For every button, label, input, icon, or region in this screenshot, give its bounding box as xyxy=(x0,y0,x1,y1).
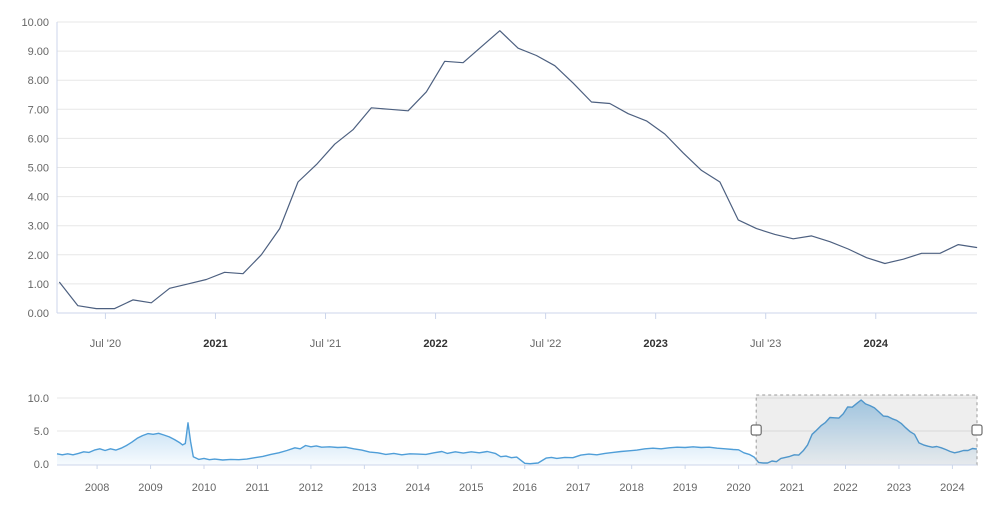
main-y-tick-label: 8.00 xyxy=(28,75,49,87)
navigator-x-tick-label: 2019 xyxy=(673,482,697,494)
navigator-x-tick-label: 2009 xyxy=(138,482,162,494)
navigator-x-tick-label: 2018 xyxy=(619,482,643,494)
navigator-left-handle[interactable] xyxy=(750,424,762,436)
navigator-x-tick-label: 2017 xyxy=(566,482,590,494)
main-series-line xyxy=(59,30,978,310)
main-x-tick-label: Jul '22 xyxy=(530,338,561,350)
navigator-y-tick-label: 10.0 xyxy=(28,393,49,405)
navigator-y-tick-label: 5.0 xyxy=(34,426,49,438)
navigator-axis xyxy=(57,464,977,469)
main-x-tick-label: Jul '21 xyxy=(310,338,341,350)
navigator-x-tick-label: 2021 xyxy=(780,482,804,494)
main-y-tick-label: 0.00 xyxy=(28,308,49,320)
main-y-axis-labels: 0.00 1.00 2.00 3.00 4.00 5.00 6.00 7.00 8.00 9.00… xyxy=(21,17,49,320)
navigator-x-tick-label: 2024 xyxy=(940,482,964,494)
navigator-x-tick-label: 2014 xyxy=(406,482,430,494)
main-y-tick-label: 3.00 xyxy=(28,221,49,233)
main-x-tick-label: 2023 xyxy=(643,338,667,350)
navigator-x-tick-label: 2012 xyxy=(299,482,323,494)
navigator-x-tick-label: 2008 xyxy=(85,482,109,494)
main-y-tick-label: 10.00 xyxy=(21,17,49,29)
main-y-tick-label: 4.00 xyxy=(28,192,49,204)
main-x-tick-label: 2022 xyxy=(423,338,447,350)
navigator-selection-range[interactable] xyxy=(755,394,978,466)
main-x-tick-label: Jul '23 xyxy=(750,338,781,350)
main-y-tick-label: 7.00 xyxy=(28,104,49,116)
navigator-x-tick-label: 2011 xyxy=(246,482,270,494)
navigator-x-tick-label: 2010 xyxy=(192,482,216,494)
navigator-x-tick-label: 2016 xyxy=(513,482,537,494)
main-chart: 0.00 1.00 2.00 3.00 4.00 5.00 6.00 7.00 8.00 9.00… xyxy=(21,17,978,350)
main-y-tick-label: 6.00 xyxy=(28,133,49,145)
main-x-axis-labels: Jul '20 2021 Jul '21 2022 Jul '22 2023 Jul '23… xyxy=(90,338,889,350)
navigator-series-line xyxy=(56,399,977,465)
main-y-tick-label: 1.00 xyxy=(28,279,49,291)
navigator-y-axis-labels: 0.0 5.0 10.0 xyxy=(28,393,49,471)
navigator-y-tick-label: 0.0 xyxy=(34,459,49,471)
main-axes xyxy=(56,22,877,319)
main-x-tick-label: 2024 xyxy=(864,338,889,350)
navigator-x-tick-label: 2013 xyxy=(352,482,376,494)
navigator-x-tick-label: 2022 xyxy=(833,482,857,494)
main-x-tick-label: Jul '20 xyxy=(90,338,121,350)
main-y-tick-label: 9.00 xyxy=(28,46,49,58)
navigator-x-tick-label: 2015 xyxy=(459,482,483,494)
main-x-tick-label: 2021 xyxy=(203,338,227,350)
main-y-tick-label: 2.00 xyxy=(28,250,49,262)
navigator-right-handle[interactable] xyxy=(971,424,983,436)
navigator-x-tick-label: 2020 xyxy=(726,482,750,494)
navigator-x-axis-labels: 2008 2009 2010 2011 2012 2013 2014 2015 2016 2017… xyxy=(85,482,965,494)
main-y-tick-label: 5.00 xyxy=(28,163,49,175)
navigator-area-series[interactable] xyxy=(57,400,977,465)
main-gridlines xyxy=(57,21,977,314)
navigator-x-tick-label: 2023 xyxy=(887,482,911,494)
navigator[interactable]: 0.05.010.0 2008 2009 2010 2011 2012 2013 2014 2… xyxy=(28,393,983,494)
